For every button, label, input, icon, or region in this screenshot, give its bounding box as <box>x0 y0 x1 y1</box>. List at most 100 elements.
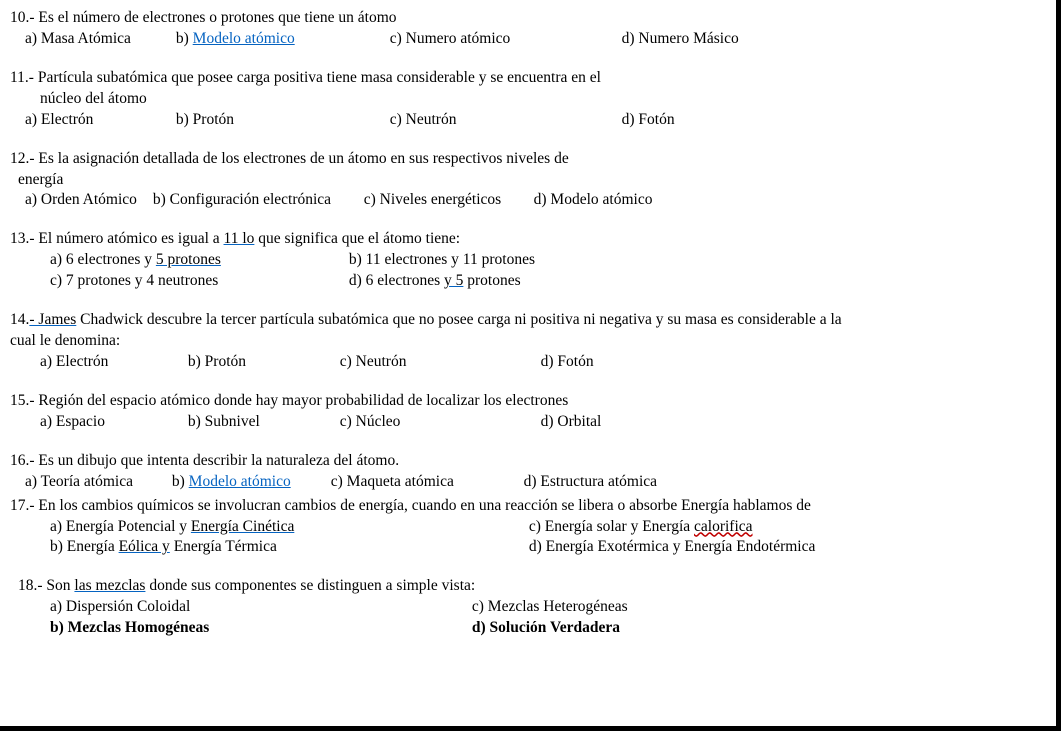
q11-opt-a: a) Electrón <box>25 110 172 131</box>
q15-a-label: a) <box>40 413 52 430</box>
q13-row1: a) 6 electrones y 5 protones b) 11 elect… <box>50 250 1046 271</box>
q16-d-label: d) <box>524 473 537 490</box>
q12-prompt-text1: Es la asignación detallada de los electr… <box>38 150 568 167</box>
q15-a-text: Espacio <box>56 413 105 430</box>
q11-opt-b: b) Protón <box>176 110 386 131</box>
q14-prompt-line1: 14.- James Chadwick descubre la tercer p… <box>10 310 1046 331</box>
q10-prompt-text: Es el número de electrones o protones qu… <box>38 9 396 26</box>
question-10: 10.- Es el número de electrones o proton… <box>10 8 1046 50</box>
q16-options: a) Teoría atómica b) Modelo atómico c) M… <box>25 472 1046 493</box>
q18-prompt-p2: donde sus componentes se distinguen a si… <box>145 577 475 594</box>
question-12: 12.- Es la asignación detallada de los e… <box>10 149 1046 212</box>
q13-prompt: 13.- El número atómico es igual a 11 lo … <box>10 229 1046 250</box>
q13-number: 13.- <box>10 230 35 247</box>
q13-a-label: a) <box>50 251 62 268</box>
q17-opt-d: d) Energía Exotérmica y Energía Endotérm… <box>529 537 816 558</box>
q14-c-text: Neutrón <box>356 353 407 370</box>
question-13: 13.- El número atómico es igual a 11 lo … <box>10 229 1046 292</box>
q18-opt-a: a) Dispersión Coloidal <box>50 597 468 618</box>
q12-c-label: c) <box>364 191 376 208</box>
q11-b-label: b) <box>176 111 189 128</box>
question-17: 17.- En los cambios químicos se involucr… <box>10 496 1046 559</box>
q12-a-text: Orden Atómico <box>41 191 137 208</box>
q12-b-text: Configuración electrónica <box>170 191 331 208</box>
q17-a-label: a) <box>50 518 62 535</box>
q11-b-text: Protón <box>193 111 234 128</box>
q18-opt-b: b) Mezclas Homogéneas <box>50 618 468 639</box>
q17-c-p1: Energía solar y Energía <box>545 518 694 535</box>
q14-opt-d: d) Fotón <box>541 352 594 373</box>
q16-number: 16.- <box>10 452 35 469</box>
q17-prompt-text: En los cambios químicos se involucran ca… <box>38 497 810 514</box>
q10-opt-c: c) Numero atómico <box>390 29 618 50</box>
q15-c-label: c) <box>340 413 352 430</box>
q16-b-text: Modelo atómico <box>189 473 291 490</box>
q12-a-label: a) <box>25 191 37 208</box>
q10-c-text: Numero atómico <box>406 30 511 47</box>
q13-opt-c: c) 7 protones y 4 neutrones <box>50 271 345 292</box>
q16-c-label: c) <box>331 473 343 490</box>
q17-b-label: b) <box>50 538 63 555</box>
q10-d-label: d) <box>622 30 635 47</box>
q10-options: a) Masa Atómica b) Modelo atómico c) Num… <box>25 29 1046 50</box>
q17-b-p2: Energía Térmica <box>170 538 277 555</box>
q16-opt-b: b) Modelo atómico <box>172 472 327 493</box>
q11-number: 11.- <box>10 69 34 86</box>
q15-prompt: 15.- Región del espacio atómico donde ha… <box>10 391 1046 412</box>
q15-opt-d: d) Orbital <box>541 412 602 433</box>
q13-row2: c) 7 protones y 4 neutrones d) 6 electro… <box>50 271 1046 292</box>
q12-d-label: d) <box>534 191 547 208</box>
q13-d-label: d) <box>349 272 362 289</box>
q16-opt-a: a) Teoría atómica <box>25 472 168 493</box>
q17-opt-b: b) Energía Eólica y Energía Térmica <box>50 537 525 558</box>
q11-a-label: a) <box>25 111 37 128</box>
q18-b-label: b) <box>50 619 64 636</box>
q13-d-p1: 6 electrones <box>366 272 444 289</box>
q13-a-link: 5 protones <box>156 251 221 268</box>
question-14: 14.- James Chadwick descubre la tercer p… <box>10 310 1046 373</box>
q12-opt-b: b) Configuración electrónica <box>153 190 360 211</box>
q10-a-label: a) <box>25 30 37 47</box>
q15-b-text: Subnivel <box>205 413 260 430</box>
q17-a-p1: Energía Potencial y <box>66 518 191 535</box>
q18-a-label: a) <box>50 598 62 615</box>
q14-opt-b: b) Protón <box>188 352 336 373</box>
q15-opt-a: a) Espacio <box>40 412 184 433</box>
q12-opt-c: c) Niveles energéticos <box>364 190 530 211</box>
q15-number: 15.- <box>10 392 35 409</box>
q17-opt-c: c) Energía solar y Energía calorifica <box>529 517 753 538</box>
q18-d-label: d) <box>472 619 486 636</box>
q12-opt-a: a) Orden Atómico <box>25 190 149 211</box>
q17-opt-a: a) Energía Potencial y Energía Cinética <box>50 517 525 538</box>
q17-a-link: Energía Cinética <box>191 518 294 535</box>
q15-b-label: b) <box>188 413 201 430</box>
q11-prompt-text1: Partícula subatómica que posee carga pos… <box>38 69 601 86</box>
q14-b-text: Protón <box>205 353 246 370</box>
q10-opt-d: d) Numero Másico <box>622 29 739 50</box>
q11-c-label: c) <box>390 111 402 128</box>
q15-c-text: Núcleo <box>356 413 401 430</box>
question-18: 18.- Son las mezclas donde sus component… <box>18 576 1046 639</box>
q14-prompt-p2: Chadwick descubre la tercer partícula su… <box>76 311 841 328</box>
q16-a-label: a) <box>25 473 37 490</box>
q14-a-text: Electrón <box>56 353 109 370</box>
q15-opt-b: b) Subnivel <box>188 412 336 433</box>
q16-opt-c: c) Maqueta atómica <box>331 472 520 493</box>
q11-prompt-line1: 11.- Partícula subatómica que posee carg… <box>10 68 1046 89</box>
q14-c-label: c) <box>340 353 352 370</box>
q13-prompt-link: 11 lo <box>224 230 255 247</box>
q14-opt-a: a) Electrón <box>40 352 184 373</box>
q18-number: 18.- <box>18 577 43 594</box>
q16-a-text: Teoría atómica <box>41 473 133 490</box>
q12-b-label: b) <box>153 191 166 208</box>
question-16: 16.- Es un dibujo que intenta describir … <box>10 451 1046 493</box>
q18-opt-d: d) Solución Verdadera <box>472 618 620 639</box>
q13-c-text: 7 protones y 4 neutrones <box>66 272 218 289</box>
q14-number: 14. <box>10 311 29 328</box>
q15-prompt-text: Región del espacio atómico donde hay may… <box>38 392 568 409</box>
q15-opt-c: c) Núcleo <box>340 412 537 433</box>
q18-a-text: Dispersión Coloidal <box>66 598 190 615</box>
q11-prompt-text2: núcleo del átomo <box>40 90 147 107</box>
q13-b-label: b) <box>349 251 362 268</box>
q10-a-text: Masa Atómica <box>41 30 131 47</box>
